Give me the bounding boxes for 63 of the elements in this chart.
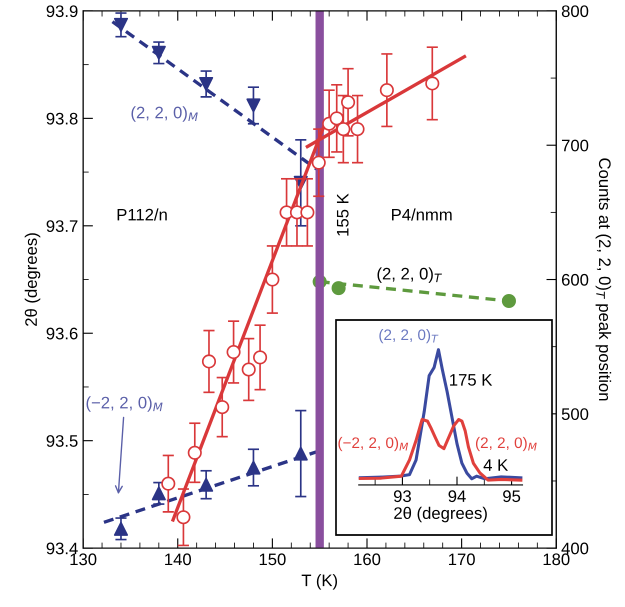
x-tick-label: 170 [448, 553, 475, 566]
point [265, 272, 280, 287]
y-tick-label: 93.8 [46, 112, 78, 125]
x-tick-label: 93 [394, 490, 411, 502]
point [341, 95, 356, 110]
point [253, 350, 268, 364]
x-axis-title: T (K) [302, 574, 338, 590]
y-axis-title: 2θ (degrees) [24, 233, 40, 326]
series-label: 4 K [484, 459, 508, 471]
point [380, 83, 394, 98]
point [226, 345, 241, 360]
ref-line-label: 155 K [336, 193, 349, 236]
point [246, 98, 260, 113]
y2-tick-label: 800 [562, 5, 588, 18]
y-tick-label: 93.4 [46, 542, 78, 554]
y2-axis-title: Counts at (2, 2, 0)$_{T}$ peak position [596, 158, 612, 400]
annotation: P4/nmm [392, 208, 452, 221]
x-tick-label: 150 [260, 553, 286, 566]
annotation: (2, 2, 0)$_{M}$ [131, 106, 198, 122]
point [332, 281, 346, 296]
point [246, 460, 260, 475]
point [350, 122, 365, 136]
point [188, 446, 202, 460]
point [294, 446, 308, 461]
x-tick-label: 95 [503, 490, 520, 502]
point [336, 122, 350, 136]
annotation: (2, 2, 0)$_{M}$ [476, 436, 537, 452]
point [176, 510, 190, 524]
annotation: P112/n [118, 208, 167, 221]
y-tick-label: 93.9 [46, 5, 78, 18]
point [425, 76, 440, 90]
point [114, 522, 128, 536]
x-tick-label: 94 [448, 490, 466, 502]
point [330, 111, 344, 126]
point [215, 400, 230, 414]
y-tick-label: 93.6 [46, 328, 78, 340]
point [202, 354, 216, 368]
x-tick-label: 180 [544, 553, 570, 566]
series-label: 175 K [450, 374, 492, 386]
point [199, 76, 214, 92]
annotation: (2, 2, 0)$_{T}$ [379, 328, 438, 344]
x-tick-label: 140 [165, 553, 192, 566]
point [242, 362, 256, 377]
y2-tick-label: 400 [561, 542, 588, 554]
point [152, 486, 166, 500]
point [312, 156, 326, 170]
y2-tick-label: 600 [562, 274, 588, 286]
y-tick-label: 93.7 [46, 220, 78, 232]
annotation: (−2, 2, 0)$_{M}$ [86, 396, 163, 412]
point [161, 476, 176, 491]
point [199, 478, 214, 492]
point [300, 205, 314, 220]
point [502, 294, 516, 308]
annotation: (−2, 2, 0)$_{M}$ [338, 436, 408, 452]
x-tick-label: 160 [354, 553, 380, 566]
annotation: (2, 2, 0)$_{T}$ [377, 267, 442, 283]
x-tick-label: 130 [70, 553, 96, 566]
point [152, 46, 166, 60]
y2-tick-label: 700 [562, 140, 588, 152]
point [114, 18, 128, 32]
y2-tick-label: 500 [562, 408, 588, 420]
y-tick-label: 93.5 [46, 435, 78, 447]
x-axis-title: 2θ (degrees) [394, 506, 487, 522]
